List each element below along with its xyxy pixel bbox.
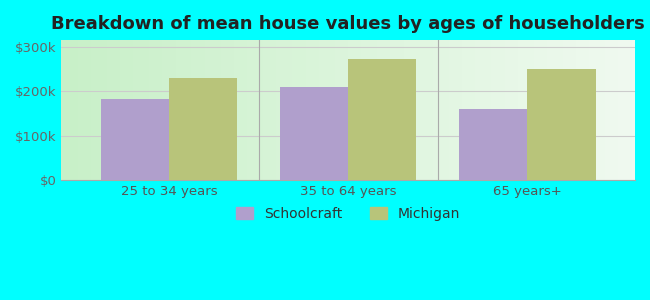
- Bar: [527, 69, 595, 180]
- Bar: [280, 87, 348, 180]
- Legend: Schoolcraft, Michigan: Schoolcraft, Michigan: [231, 201, 465, 226]
- Bar: [101, 99, 169, 180]
- Bar: [460, 109, 527, 180]
- Title: Breakdown of mean house values by ages of householders: Breakdown of mean house values by ages o…: [51, 15, 645, 33]
- Bar: [348, 59, 416, 180]
- Bar: [169, 78, 237, 180]
